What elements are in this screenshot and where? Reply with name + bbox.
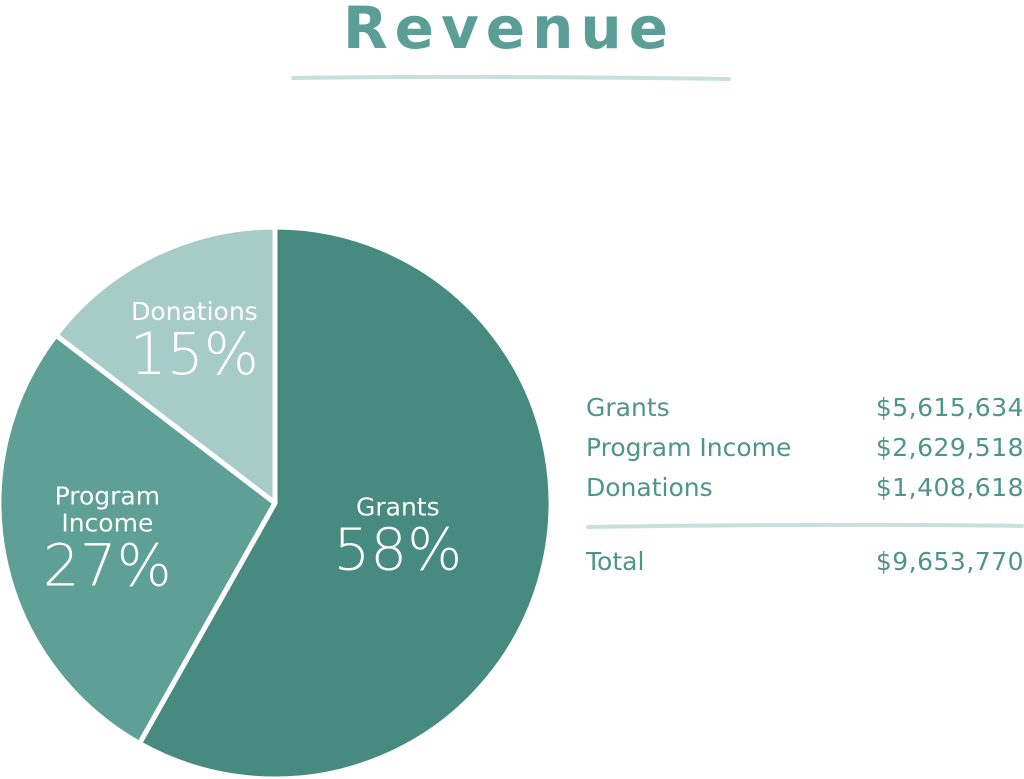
pie-slice-donations xyxy=(53,224,278,506)
legend-row-donations: Donations $1,408,618 xyxy=(586,468,1024,508)
legend-label-program-income: Program Income xyxy=(586,433,792,462)
legend-label-grants: Grants xyxy=(586,393,670,422)
slice-name-donations: Donations xyxy=(131,297,258,326)
slice-percent-program-income: 27% xyxy=(43,531,172,599)
legend-row-total: Total $9,653,770 xyxy=(586,542,1024,582)
slice-name-grants: Grants xyxy=(356,493,440,522)
legend-row-grants: Grants $5,615,634 xyxy=(586,388,1024,428)
chart-title: Revenue xyxy=(342,0,676,62)
legend-divider xyxy=(586,522,1024,529)
legend-row-program-income: Program Income $2,629,518 xyxy=(586,428,1024,468)
legend-label-total: Total xyxy=(586,547,645,576)
legend-value-program-income: $2,629,518 xyxy=(875,433,1024,462)
title-underline xyxy=(291,74,731,81)
slice-name-program-income-line-2: Income xyxy=(61,508,153,537)
legend-label-donations: Donations xyxy=(586,473,713,502)
slice-name-program-income-line-1: Program xyxy=(55,481,160,510)
legend-table: Grants $5,615,634 Program Income $2,629,… xyxy=(586,388,1024,582)
legend-value-total: $9,653,770 xyxy=(875,547,1024,576)
legend-value-grants: $5,615,634 xyxy=(875,393,1024,422)
slice-percent-donations: 15% xyxy=(130,320,259,388)
slice-percent-grants: 58% xyxy=(333,516,462,584)
legend-value-donations: $1,408,618 xyxy=(875,473,1024,502)
pie-slice-program-income xyxy=(0,332,278,746)
